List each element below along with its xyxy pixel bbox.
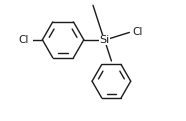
Text: Si: Si [99, 35, 110, 45]
Text: Cl: Cl [132, 27, 142, 37]
Text: Cl: Cl [19, 35, 29, 45]
